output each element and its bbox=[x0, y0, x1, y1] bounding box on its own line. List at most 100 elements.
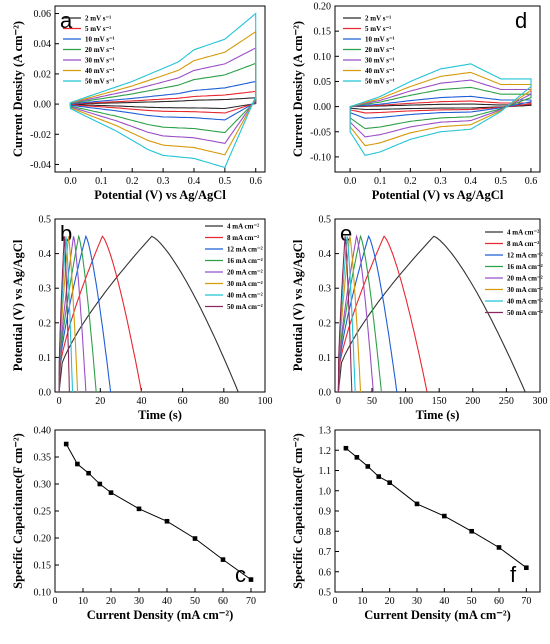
legend-label: 12 mA cm⁻² bbox=[507, 252, 543, 260]
x-tick-label: 30 bbox=[134, 596, 144, 607]
panel-c: 0 10 20 30 40 50 60 70 0.10 0.15 0.20 0.25 0.30 0.35 0… bbox=[11, 426, 266, 622]
cv-curve-6 bbox=[69, 30, 257, 156]
y-axis-label: Current Density (A cm⁻²) bbox=[11, 21, 25, 157]
y-tick-label: 0.25 bbox=[34, 507, 52, 518]
gcd-curve-8 bbox=[58, 236, 70, 393]
x-axis-label: Time (s) bbox=[416, 408, 460, 422]
gcd-curve-4 bbox=[58, 234, 97, 393]
y-tick-label: 0.00 bbox=[34, 100, 52, 111]
x-tick-label: 150 bbox=[432, 396, 447, 407]
x-tick-label: 50 bbox=[190, 596, 200, 607]
data-point bbox=[469, 528, 474, 534]
x-tick-label: 40 bbox=[136, 396, 146, 407]
legend-label: 50 mA cm⁻² bbox=[507, 309, 543, 317]
x-tick-label: 20 bbox=[106, 596, 116, 607]
gcd-curve-3 bbox=[337, 234, 398, 393]
capacitance-line bbox=[65, 443, 252, 581]
x-tick-label: 0.5 bbox=[219, 176, 232, 187]
cv-curve-6 bbox=[349, 71, 532, 147]
x-tick-label: 20 bbox=[385, 596, 395, 607]
y-tick-label: 0.20 bbox=[34, 534, 52, 545]
x-tick-label: 40 bbox=[439, 596, 449, 607]
x-tick-label: 200 bbox=[465, 396, 480, 407]
legend-label: 12 mA cm⁻² bbox=[227, 246, 263, 254]
gcd-curve-6 bbox=[337, 236, 362, 393]
gcd-curve-3 bbox=[58, 234, 112, 393]
x-tick-label: 70 bbox=[521, 596, 531, 607]
legend-label: 40 mV s⁻¹ bbox=[365, 67, 395, 75]
data-point bbox=[75, 461, 80, 467]
data-point bbox=[524, 565, 529, 570]
y-tick-label: 1.1 bbox=[319, 466, 332, 477]
y-tick-label: 0.1 bbox=[319, 353, 332, 364]
legend-label: 16 mA cm⁻² bbox=[227, 257, 263, 265]
y-tick-label: 0.40 bbox=[34, 426, 52, 437]
x-axis-label: Current Density (mA cm⁻²) bbox=[364, 608, 511, 622]
x-tick-label: 40 bbox=[162, 596, 172, 607]
x-tick-label: 0.6 bbox=[525, 176, 538, 187]
y-tick-label: 0.0 bbox=[39, 388, 52, 399]
y-tick-label: 0.1 bbox=[39, 353, 52, 364]
y-tick-label: 0.10 bbox=[314, 52, 332, 63]
data-point bbox=[387, 480, 392, 485]
y-tick-label: 0.8 bbox=[319, 527, 332, 538]
legend-label: 40 mA cm⁻² bbox=[507, 298, 543, 306]
data-point bbox=[63, 441, 69, 447]
panel-letter: c bbox=[235, 562, 246, 587]
data-point bbox=[442, 513, 447, 519]
data-point bbox=[220, 557, 226, 562]
cv-curve-1 bbox=[69, 97, 257, 110]
legend-label: 8 mA cm⁻² bbox=[227, 234, 259, 242]
y-tick-label: 0.6 bbox=[319, 567, 332, 578]
y-tick-label: 0.5 bbox=[319, 588, 332, 599]
data-point bbox=[97, 481, 103, 487]
y-tick-label: 0.04 bbox=[34, 39, 52, 50]
gcd-curve-2 bbox=[337, 235, 428, 393]
gcd-curve-1 bbox=[337, 235, 526, 393]
panel-b: 0 20 40 60 80 100 0.0 0.1 0.2 0.3 0.4 0.5 Time (s) Po… bbox=[11, 215, 273, 423]
panel-letter: f bbox=[510, 562, 517, 587]
data-point bbox=[108, 490, 114, 495]
y-tick-label: 0.3 bbox=[319, 284, 332, 295]
capacitance-line bbox=[345, 447, 527, 569]
y-tick-label: -0.05 bbox=[310, 127, 331, 138]
cv-curve-5 bbox=[69, 47, 257, 145]
gcd-curve-4 bbox=[337, 234, 382, 393]
plot-frame bbox=[334, 218, 541, 393]
x-axis-label: Time (s) bbox=[138, 408, 182, 422]
data-point bbox=[343, 445, 349, 451]
y-tick-label: 0.05 bbox=[314, 77, 332, 88]
y-tick-label: 0.00 bbox=[314, 102, 332, 113]
data-point bbox=[354, 455, 360, 460]
cv-curve-2 bbox=[69, 90, 257, 114]
x-tick-label: 60 bbox=[178, 396, 188, 407]
y-tick-label: 0.7 bbox=[319, 547, 332, 558]
gcd-curve-1 bbox=[58, 235, 239, 393]
panel-e: 0 50 100 150 200 250 300 0.0 0.1 0.2 0.3 0.4 0.5 Time… bbox=[291, 215, 548, 423]
x-tick-label: 0 bbox=[333, 596, 338, 607]
legend-label: 5 mV s⁻¹ bbox=[85, 25, 111, 33]
legend-label: 20 mV s⁻¹ bbox=[85, 46, 115, 54]
x-tick-label: 0.4 bbox=[188, 176, 201, 187]
cv-curve-1 bbox=[349, 103, 532, 111]
panel-a: 0.0 0.1 0.2 0.3 0.4 0.5 0.6 -0.04 -0.02 0.00 0.02 0… bbox=[11, 5, 266, 202]
y-tick-label: -0.10 bbox=[310, 152, 331, 163]
y-axis-label: Specific Capacitance(F cm⁻²) bbox=[11, 433, 25, 589]
x-tick-label: 300 bbox=[533, 396, 548, 407]
legend-label: 16 mA cm⁻² bbox=[507, 263, 543, 271]
legend-label: 5 mV s⁻¹ bbox=[365, 25, 391, 33]
x-tick-label: 0.4 bbox=[464, 176, 477, 187]
x-tick-label: 70 bbox=[246, 596, 256, 607]
x-tick-label: 0.3 bbox=[157, 176, 170, 187]
x-tick-label: 0 bbox=[57, 396, 62, 407]
cv-curve-7 bbox=[349, 63, 532, 157]
plot-frame bbox=[54, 218, 266, 393]
gcd-curve-7 bbox=[337, 236, 356, 393]
x-axis-label: Potential (V) vs Ag/AgCl bbox=[372, 188, 504, 202]
panel-letter: a bbox=[60, 8, 73, 33]
cv-curve-5 bbox=[349, 79, 532, 138]
x-tick-label: 30 bbox=[412, 596, 422, 607]
y-tick-label: 0.2 bbox=[39, 318, 52, 329]
y-tick-label: 0.10 bbox=[34, 588, 52, 599]
